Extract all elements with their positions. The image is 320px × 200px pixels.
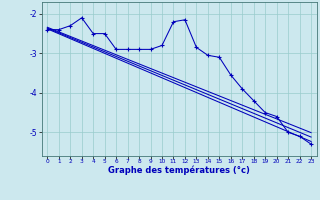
X-axis label: Graphe des températures (°c): Graphe des températures (°c) [108,166,250,175]
